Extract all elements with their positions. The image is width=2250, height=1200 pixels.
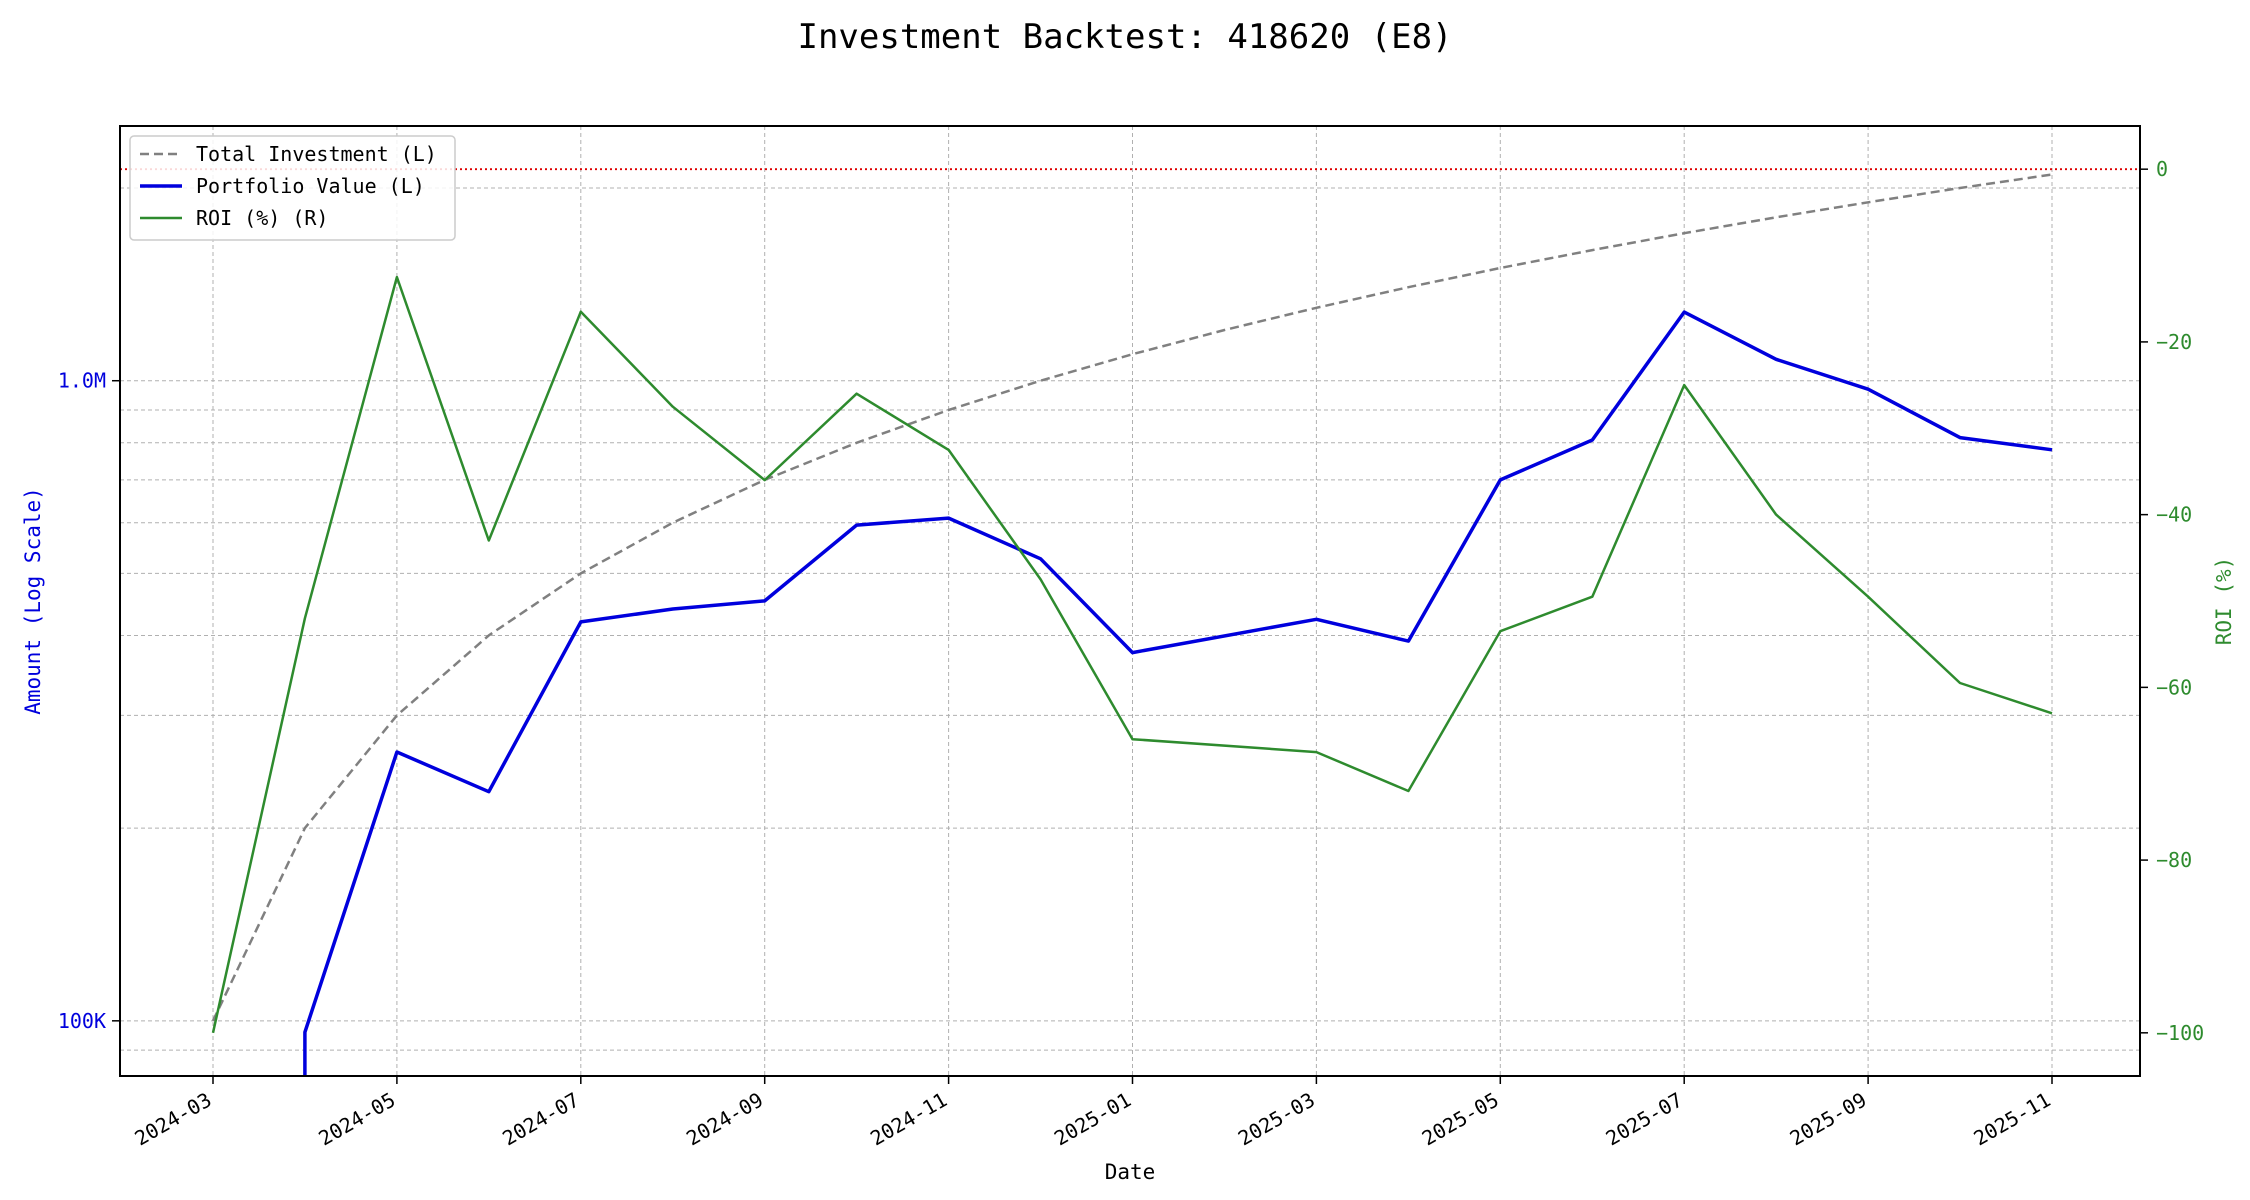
right-y-tick-label: −100 <box>2156 1021 2204 1045</box>
left-y-axis-label: Amount (Log Scale) <box>21 487 45 715</box>
x-tick-label: 2024-07 <box>498 1088 583 1151</box>
x-tick-label: 2024-09 <box>682 1088 767 1151</box>
grid-layer <box>120 126 2140 1076</box>
x-axis-label: Date <box>1105 1160 1156 1184</box>
plot-frame <box>119 125 2141 1077</box>
left-y-axis: 100K 1.0M <box>58 369 120 1033</box>
x-tick-label: 2024-03 <box>130 1088 215 1151</box>
right-y-tick-label: −80 <box>2156 848 2192 872</box>
x-tick-label: 2025-01 <box>1050 1088 1135 1151</box>
legend-box <box>129 135 456 241</box>
series-line-total-investment <box>211 173 2053 1022</box>
right-y-tick-label: −40 <box>2156 503 2192 527</box>
legend: Total Investment (L) Portfolio Value (L)… <box>129 135 456 241</box>
left-y-tick-label: 1.0M <box>58 369 106 393</box>
legend-label-roi: ROI (%) (R) <box>196 206 328 230</box>
chart-title: Investment Backtest: 418620 (E8) <box>797 17 1452 57</box>
legend-label-portfolio-value: Portfolio Value (L) <box>196 174 425 198</box>
series-line-portfolio-value <box>303 310 2053 1076</box>
series-line-roi <box>211 275 2053 1034</box>
x-tick-label: 2025-09 <box>1786 1088 1871 1151</box>
series-layer <box>211 173 2053 1076</box>
x-tick-label: 2025-03 <box>1234 1088 1319 1151</box>
right-y-tick-label: 0 <box>2156 157 2168 181</box>
right-y-tick-label: −20 <box>2156 330 2192 354</box>
x-tick-label: 2025-11 <box>1969 1088 2054 1151</box>
right-y-axis: 0 −20 −40 −60 −80 −100 <box>2140 157 2204 1045</box>
x-tick-label: 2024-11 <box>866 1088 951 1151</box>
x-tick-label: 2025-07 <box>1602 1088 1687 1151</box>
x-tick-label: 2024-05 <box>314 1088 399 1151</box>
right-y-tick-label: −60 <box>2156 675 2192 699</box>
left-y-tick-label: 100K <box>58 1009 106 1033</box>
right-y-axis-label: ROI (%) <box>2212 557 2236 646</box>
x-tick-label: 2025-05 <box>1418 1088 1503 1151</box>
legend-label-total-investment: Total Investment (L) <box>196 142 437 166</box>
x-axis: 2024-03 2024-05 2024-07 2024-09 2024-11 2025-… <box>130 1076 2055 1151</box>
